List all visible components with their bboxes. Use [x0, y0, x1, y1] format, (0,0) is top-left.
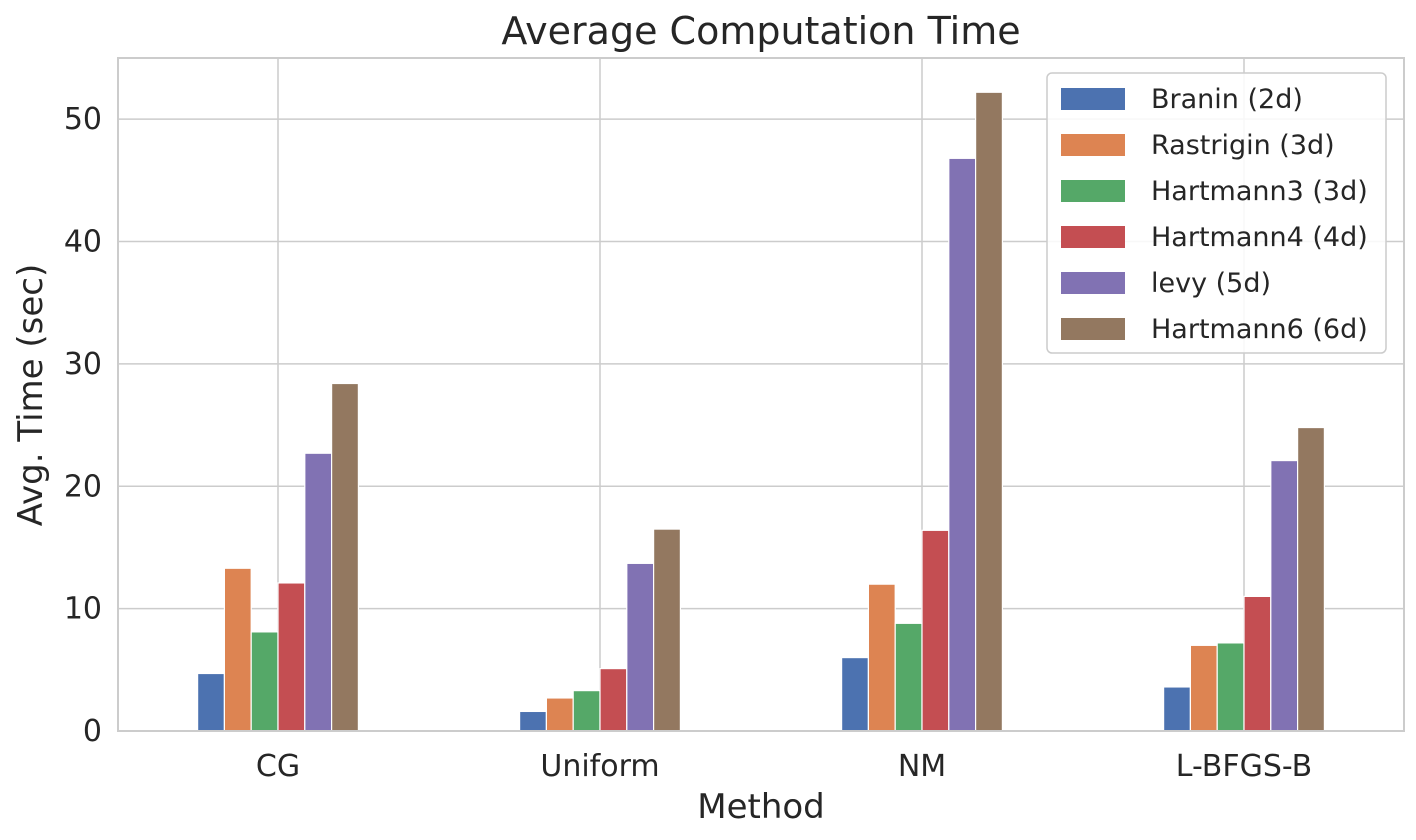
legend-label: Hartmann3 (3d) — [1151, 176, 1368, 207]
bar — [867, 583, 896, 732]
legend-label: Branin (2d) — [1151, 84, 1303, 115]
x-tick-label: Uniform — [540, 749, 659, 784]
bar — [652, 528, 681, 732]
legend-label: Hartmann4 (4d) — [1151, 222, 1368, 253]
bar — [277, 582, 306, 732]
legend-label: Rastrigin (3d) — [1151, 130, 1335, 161]
legend-swatch — [1061, 180, 1125, 202]
plot-frame — [117, 57, 1405, 732]
bar — [518, 710, 547, 732]
legend-swatch — [1061, 88, 1125, 110]
bar — [1216, 642, 1245, 732]
bar — [572, 690, 601, 732]
y-tick-label: 30 — [64, 347, 102, 382]
x-tick-label: L-BFGS-B — [1176, 749, 1312, 784]
bar — [223, 567, 252, 732]
bar — [626, 562, 655, 732]
bar — [250, 631, 279, 732]
bar — [1243, 595, 1272, 732]
legend-label: Hartmann6 (6d) — [1151, 314, 1368, 345]
legend-swatch — [1061, 134, 1125, 156]
bar — [304, 452, 333, 732]
legend-swatch — [1061, 272, 1125, 294]
legend-box — [1046, 72, 1387, 354]
y-tick-labels: 0 10 20 30 40 50 — [64, 102, 102, 749]
bar — [1270, 459, 1299, 732]
chart-title: Average Computation Time — [501, 9, 1020, 53]
bar — [840, 656, 869, 732]
y-tick-label: 40 — [64, 225, 102, 260]
y-tick-label: 20 — [64, 469, 102, 504]
x-tick-label: CG — [256, 749, 300, 784]
legend-swatch — [1061, 226, 1125, 248]
x-tick-label: NM — [898, 749, 946, 784]
legend: Branin (2d) Rastrigin (3d) Hartmann3 (3d) H… — [1046, 72, 1387, 354]
legend-label: levy (5d) — [1151, 268, 1271, 299]
bar — [1296, 426, 1325, 732]
bar — [545, 697, 574, 732]
bar — [948, 157, 977, 732]
bar — [894, 622, 923, 732]
bar — [974, 91, 1003, 732]
legend-swatch — [1061, 318, 1125, 340]
bars — [197, 91, 1325, 732]
bar — [599, 667, 628, 732]
y-tick-label: 50 — [64, 102, 102, 137]
bar — [1189, 644, 1218, 732]
y-axis-title: Avg. Time (sec) — [11, 264, 51, 526]
bar — [921, 529, 950, 732]
bar — [331, 382, 360, 732]
bar — [197, 672, 226, 732]
x-axis-title: Method — [697, 787, 825, 827]
bar — [1162, 686, 1191, 732]
y-tick-label: 0 — [83, 714, 102, 749]
x-tick-labels: CG Uniform NM L-BFGS-B — [256, 749, 1312, 784]
y-tick-label: 10 — [64, 592, 102, 627]
